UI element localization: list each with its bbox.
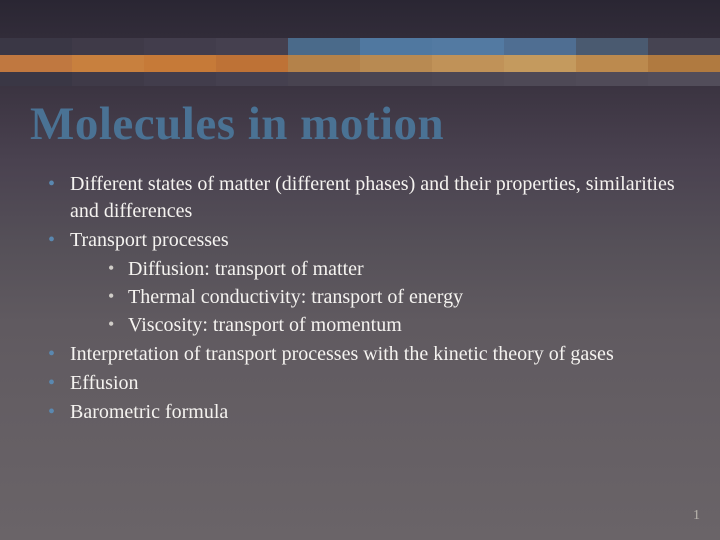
- stripe-segment: [648, 38, 720, 55]
- bullet-item: Barometric formula: [42, 399, 690, 426]
- stripe-row: [0, 55, 720, 72]
- stripe-segment: [576, 55, 648, 72]
- sub-bullet-item: Diffusion: transport of matter: [102, 256, 690, 284]
- stripe-segment: [360, 55, 432, 72]
- stripe-segment: [0, 55, 72, 72]
- stripe-segment: [216, 72, 288, 86]
- stripe-segment: [432, 72, 504, 86]
- sub-bullet-list: Diffusion: transport of matterThermal co…: [70, 256, 690, 339]
- sub-bullet-item: Thermal conductivity: transport of energ…: [102, 284, 690, 312]
- slide-content: Molecules in motion Different states of …: [30, 100, 690, 428]
- stripe-segment: [432, 55, 504, 72]
- bullet-item: Interpretation of transport processes wi…: [42, 341, 690, 368]
- stripe-segment: [648, 72, 720, 86]
- bullet-item: Effusion: [42, 370, 690, 397]
- stripe-segment: [504, 72, 576, 86]
- stripe-segment: [216, 38, 288, 55]
- bullet-text: Transport processes: [70, 229, 229, 251]
- stripe-segment: [144, 72, 216, 86]
- stripe-segment: [288, 55, 360, 72]
- bullet-text: Different states of matter (different ph…: [70, 173, 675, 222]
- sub-bullet-item: Viscosity: transport of momentum: [102, 312, 690, 340]
- stripe-segment: [216, 55, 288, 72]
- stripe-segment: [360, 38, 432, 55]
- stripe-segment: [432, 38, 504, 55]
- stripe-segment: [0, 38, 72, 55]
- bullet-text: Barometric formula: [70, 401, 228, 423]
- page-number: 1: [693, 508, 700, 524]
- bullet-list: Different states of matter (different ph…: [30, 171, 690, 426]
- stripe-segment: [144, 38, 216, 55]
- bullet-item: Transport processes Diffusion: transport …: [42, 227, 690, 339]
- stripe-segment: [576, 72, 648, 86]
- stripe-row: [0, 72, 720, 86]
- slide-title: Molecules in motion: [30, 100, 690, 149]
- bullet-text: Interpretation of transport processes wi…: [70, 343, 614, 365]
- decorative-stripe-band: [0, 38, 720, 86]
- stripe-segment: [144, 55, 216, 72]
- stripe-segment: [648, 55, 720, 72]
- stripe-segment: [504, 55, 576, 72]
- stripe-segment: [72, 55, 144, 72]
- stripe-segment: [576, 38, 648, 55]
- stripe-segment: [504, 38, 576, 55]
- stripe-segment: [288, 38, 360, 55]
- bullet-text: Effusion: [70, 372, 139, 394]
- stripe-segment: [0, 72, 72, 86]
- stripe-segment: [360, 72, 432, 86]
- stripe-segment: [288, 72, 360, 86]
- stripe-segment: [72, 72, 144, 86]
- stripe-segment: [72, 38, 144, 55]
- stripe-row: [0, 38, 720, 55]
- bullet-item: Different states of matter (different ph…: [42, 171, 690, 225]
